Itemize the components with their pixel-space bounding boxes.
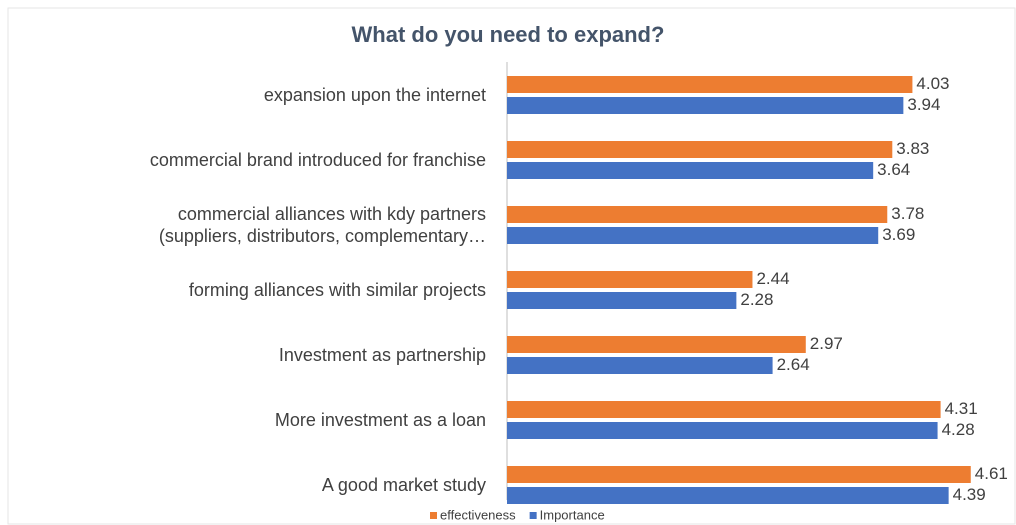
bar [507, 466, 971, 483]
bar [507, 141, 893, 158]
legend-swatch [430, 512, 437, 519]
value-label: 2.44 [756, 269, 789, 288]
value-label: 4.28 [942, 420, 975, 439]
chart-title: What do you need to expand? [352, 22, 665, 47]
bar [507, 97, 904, 114]
value-label: 3.94 [907, 95, 940, 114]
bar [507, 162, 874, 179]
category-label: commercial alliances with kdy partners (… [158, 204, 486, 246]
value-label: 4.03 [916, 74, 949, 93]
bar [507, 336, 806, 353]
value-label: 4.31 [945, 399, 978, 418]
bar [507, 292, 737, 309]
category-label: expansion upon the internet [263, 85, 486, 105]
value-label: 3.78 [891, 204, 924, 223]
bar [507, 76, 913, 93]
category-label: commercial brand introduced for franchis… [149, 150, 486, 170]
bar [507, 227, 879, 244]
value-label: 2.28 [740, 290, 773, 309]
legend-swatch [529, 512, 537, 519]
bar [507, 401, 941, 418]
value-label: 3.64 [877, 160, 910, 179]
value-label: 2.97 [810, 334, 843, 353]
category-label: Investment as partnership [278, 345, 486, 365]
value-label: 2.64 [777, 355, 810, 374]
legend-label: effectiveness [440, 507, 516, 522]
value-label: 3.83 [896, 139, 929, 158]
chart-border [7, 7, 1016, 525]
bar [507, 271, 753, 288]
legend-label: Importance [540, 507, 605, 522]
bar [507, 422, 938, 439]
value-label: 4.61 [975, 464, 1008, 483]
bar [507, 487, 949, 504]
bar [507, 206, 888, 223]
value-label: 4.39 [953, 485, 986, 504]
bar [507, 357, 773, 374]
category-label: forming alliances with similar projects [188, 280, 486, 300]
value-label: 3.69 [882, 225, 915, 244]
category-label: More investment as a loan [274, 410, 486, 430]
category-label: A good market study [321, 475, 486, 495]
